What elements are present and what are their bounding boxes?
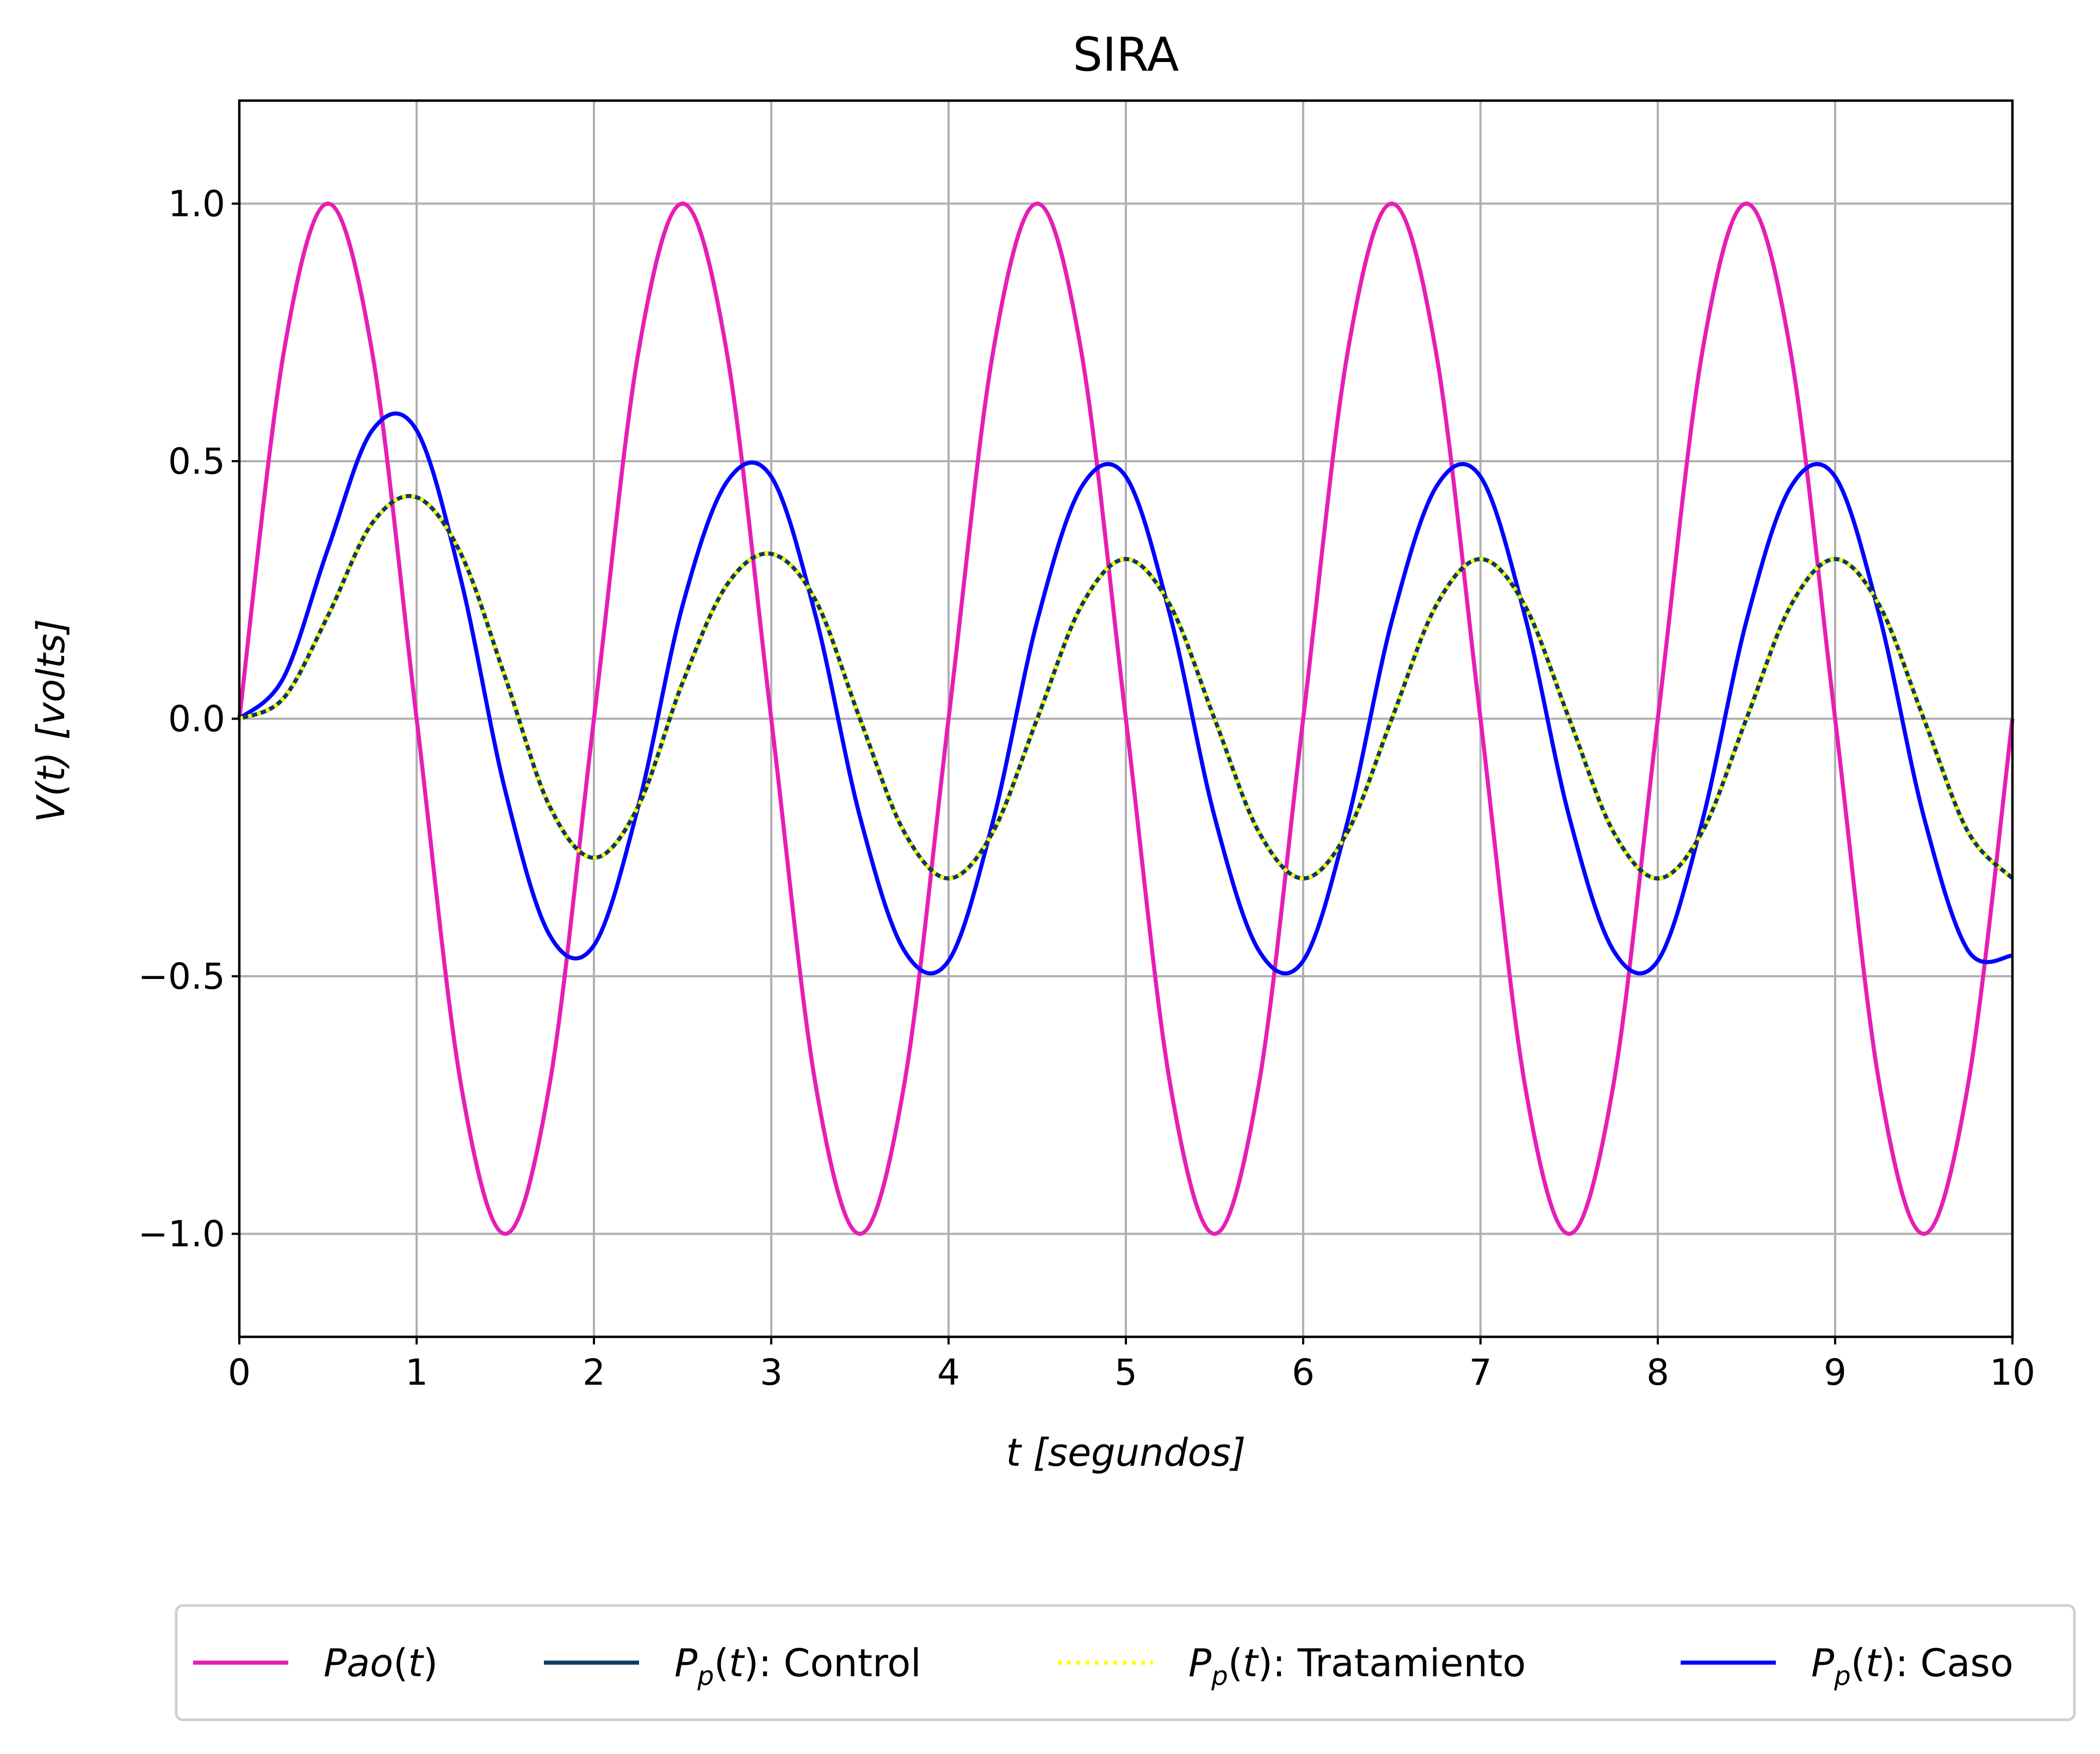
series-line-3 xyxy=(238,411,2013,976)
x-tick-label: 10 xyxy=(1990,1352,2035,1393)
y-axis-label: V(t) [volts] xyxy=(29,619,73,822)
x-tick-label: 2 xyxy=(583,1352,605,1393)
legend-label-2: Pp(t): Tratamiento xyxy=(1188,1641,1526,1691)
x-tick-label: 5 xyxy=(1114,1352,1137,1393)
legend: Pao(t) Pp(t): Control Pp(t): Tratamiento Pp… xyxy=(175,1604,2076,1721)
x-tick-label: 9 xyxy=(1824,1352,1847,1393)
chart-title: SIRA xyxy=(1073,28,1179,82)
series-layer xyxy=(237,201,2015,1236)
x-tick-label: 3 xyxy=(760,1352,783,1393)
x-axis-label: t [segundos] xyxy=(1006,1430,1246,1475)
y-tick-label: −1.0 xyxy=(138,1213,225,1255)
legend-label-0: Pao(t) xyxy=(324,1641,438,1685)
legend-label-3: Pp(t): Caso xyxy=(1811,1641,2014,1691)
x-tick-label: 0 xyxy=(228,1352,251,1393)
x-tick-label: 6 xyxy=(1292,1352,1315,1393)
series-line-2 xyxy=(238,494,2014,881)
series-line-0 xyxy=(237,201,2015,1236)
x-tick-label: 7 xyxy=(1469,1352,1492,1393)
x-tick-label: 4 xyxy=(937,1352,960,1393)
x-tick-label: 8 xyxy=(1646,1352,1669,1393)
legend-label-1: Pp(t): Control xyxy=(674,1641,921,1691)
y-tick-label: 0.5 xyxy=(168,441,225,482)
y-tick-label: 0.0 xyxy=(168,698,225,740)
ticks: 0 1 2 3 4 5 6 7 8 9 10 −1.0 −0.5 0.0 0.5 1.0 xyxy=(138,183,2035,1393)
x-tick-label: 1 xyxy=(405,1352,428,1393)
y-tick-label: 1.0 xyxy=(168,183,225,225)
y-tick-label: −0.5 xyxy=(138,956,225,997)
